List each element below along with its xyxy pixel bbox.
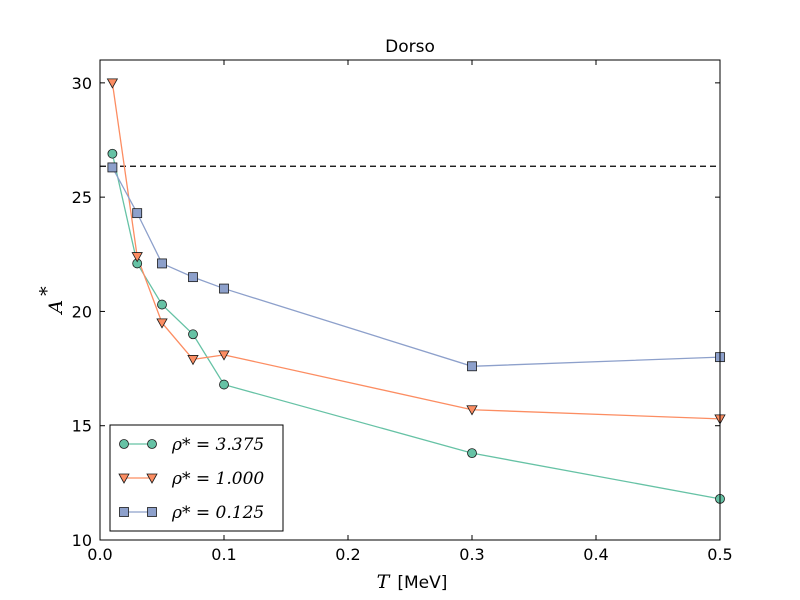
series-1-point-4 [218, 350, 230, 361]
y-axis-symbol: A [45, 300, 67, 316]
x-axis-unit: [MeV] [397, 573, 447, 593]
x-axis-symbol: T [377, 571, 391, 593]
legend-label-1: ρ* = 1.000 [171, 469, 264, 489]
plot-area: 0.0 0.1 0.2 0.3 0.4 0.5 10 15 20 25 30 [72, 59, 733, 564]
legend-label-0: ρ* = 3.375 [171, 435, 264, 455]
series-0-point-3 [188, 329, 198, 340]
chart-title: Dorso [385, 37, 435, 57]
series-2-point-5 [467, 361, 477, 372]
series-2-point-0 [107, 162, 118, 173]
y-tick-label-4: 30 [72, 74, 92, 93]
series-1-point-2 [156, 318, 168, 329]
series-2-point-2 [157, 258, 167, 269]
legend-marker-end-2 [147, 507, 157, 517]
x-tick-label-5: 0.5 [707, 545, 732, 564]
series-1-point-1 [131, 252, 143, 263]
series-0-point-0 [107, 148, 118, 159]
y-tick-label-3: 25 [72, 188, 92, 207]
series-1-point-0 [106, 78, 119, 89]
axes-frame [99, 59, 721, 541]
x-tick-label-1: 0.1 [211, 545, 236, 564]
series-1-point-5 [466, 405, 478, 416]
legend-marker-start-0 [119, 439, 129, 449]
y-tick-label-0: 10 [72, 531, 92, 550]
legend-marker-start-2 [119, 507, 129, 517]
x-tick-label-0: 0.0 [87, 545, 112, 564]
legend-marker-end-0 [147, 439, 157, 449]
series-0-point-5 [467, 448, 477, 459]
x-tick-label-4: 0.4 [583, 545, 608, 564]
legend-label-2: ρ* = 0.125 [171, 503, 264, 523]
x-axis-label: T [MeV] [377, 571, 448, 593]
legend-marker-start-1 [118, 473, 130, 484]
series-1-point-3 [187, 355, 199, 366]
series-0-point-4 [219, 379, 229, 390]
series-2-point-3 [188, 272, 198, 283]
y-tick-label-2: 20 [72, 302, 92, 321]
series-0-point-2 [157, 299, 167, 310]
y-axis-superscript: * [36, 286, 58, 296]
legend-marker-end-1 [146, 473, 158, 484]
x-tick-label-3: 0.3 [459, 545, 484, 564]
series-2-point-4 [219, 283, 229, 294]
x-tick-label-2: 0.2 [335, 545, 360, 564]
y-axis-label: A * [36, 286, 67, 316]
series-2-point-1 [132, 208, 143, 219]
legend: ρ* = 3.375 ρ* = 1.000 ρ* = 0.125 [109, 424, 284, 532]
y-tick-label-1: 15 [72, 417, 92, 436]
